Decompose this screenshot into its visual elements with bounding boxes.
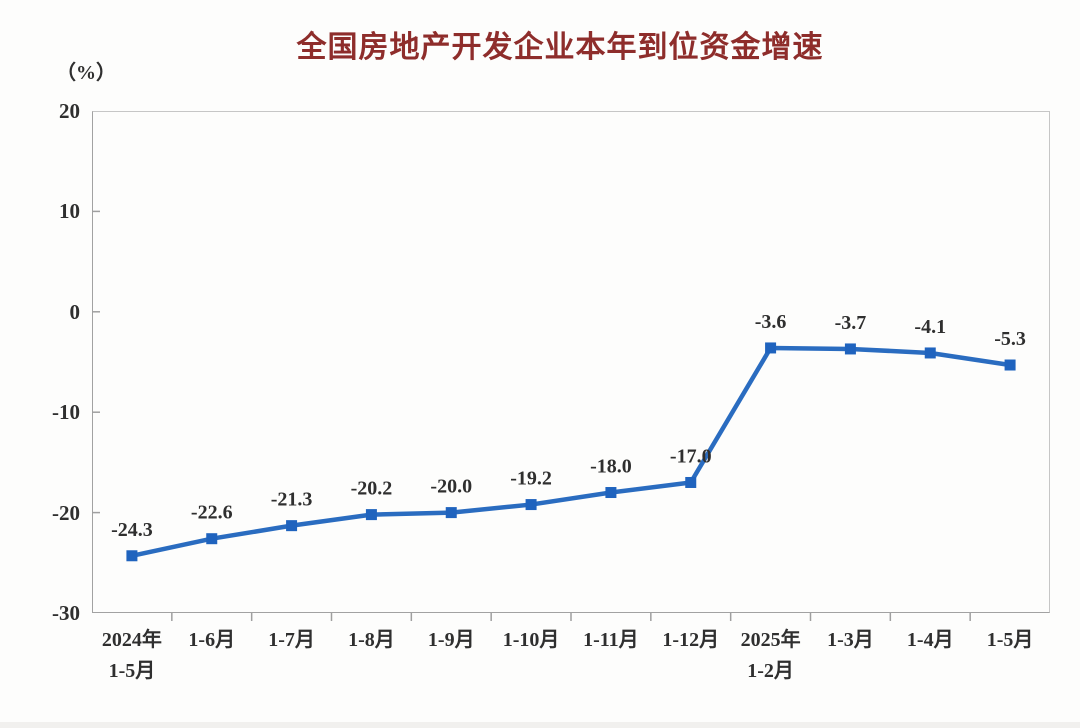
x-axis-category-label: 1-9月 bbox=[427, 629, 475, 651]
chart-title: 全国房地产开发企业本年到位资金增速 bbox=[296, 31, 824, 64]
x-axis-category-label: 1-8月 bbox=[348, 629, 395, 651]
x-axis-category-label: 1-7月 bbox=[268, 629, 315, 651]
x-axis-category-label: 1-4月 bbox=[906, 629, 954, 651]
x-axis-category-label: 1-10月 bbox=[502, 629, 560, 651]
y-axis-tick-label: -10 bbox=[52, 400, 80, 425]
x-axis-category-label: 1-12月 bbox=[662, 629, 720, 651]
y-axis-tick-label: -20 bbox=[52, 500, 80, 525]
x-axis-category-label: 1-5月 bbox=[986, 629, 1034, 651]
x-axis-category-label: 1-11月 bbox=[583, 629, 639, 651]
x-axis-category-label: 1-6月 bbox=[188, 629, 236, 651]
y-axis-tick-label: -30 bbox=[52, 601, 80, 625]
y-axis-tick-label: 0 bbox=[69, 299, 81, 324]
y-axis-tick-label: 10 bbox=[59, 199, 80, 224]
x-axis-category-label: 2024年 1-5月 bbox=[101, 629, 162, 682]
x-axis-category-label: 2025年 1-2月 bbox=[740, 629, 801, 682]
bottom-strip bbox=[0, 722, 1080, 728]
y-axis-unit-label: （%） bbox=[56, 62, 116, 84]
y-axis-tick-label: 20 bbox=[59, 99, 80, 123]
plot-area bbox=[92, 111, 1050, 613]
x-axis-category-label: 1-3月 bbox=[827, 629, 874, 651]
